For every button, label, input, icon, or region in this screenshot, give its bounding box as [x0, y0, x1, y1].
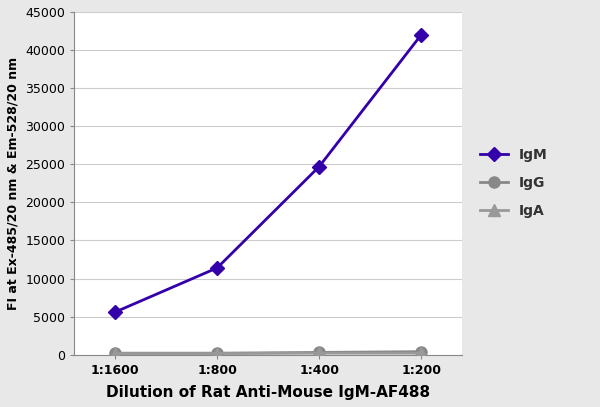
- IgA: [112, 351, 119, 356]
- IgM: [112, 310, 119, 315]
- IgA: [316, 351, 323, 356]
- Y-axis label: FI at Ex-485/20 nm & Em-528/20 nm: FI at Ex-485/20 nm & Em-528/20 nm: [7, 57, 20, 310]
- IgA: [418, 351, 425, 356]
- IgG: [418, 349, 425, 354]
- IgG: [112, 351, 119, 356]
- IgM: [214, 265, 221, 270]
- Line: IgG: IgG: [110, 346, 427, 359]
- IgA: [214, 351, 221, 356]
- Line: IgA: IgA: [110, 348, 427, 359]
- Line: IgM: IgM: [110, 30, 426, 317]
- Legend: IgM, IgG, IgA: IgM, IgG, IgA: [473, 142, 554, 225]
- IgM: [418, 32, 425, 37]
- IgG: [214, 351, 221, 356]
- IgG: [316, 350, 323, 355]
- X-axis label: Dilution of Rat Anti-Mouse IgM-AF488: Dilution of Rat Anti-Mouse IgM-AF488: [106, 385, 430, 400]
- IgM: [316, 164, 323, 169]
